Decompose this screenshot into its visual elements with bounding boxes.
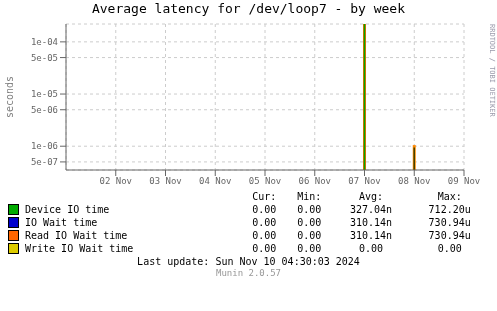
html-text:IO Wait time: IO Wait time (25, 216, 98, 228)
svg-text:02 Nov: 02 Nov (99, 176, 132, 186)
html-text:Write IO Wait time: Write IO Wait time (25, 242, 134, 254)
html-text:310.14n: 310.14n (350, 217, 393, 228)
html-text:RRDTOOL / TOBI OETIKER: RRDTOOL / TOBI OETIKER (488, 24, 496, 117)
html-text:327.04n: 327.04n (350, 204, 393, 215)
html-text:0.00: 0.00 (297, 217, 322, 228)
html-text:Min:: Min: (297, 191, 322, 202)
html-text:0.00: 0.00 (252, 204, 277, 215)
html-text:Average latency for /dev/loop7: Average latency for /dev/loop7 - by week (92, 1, 405, 16)
html-text:0.00: 0.00 (297, 230, 322, 241)
svg-text:09 Nov: 09 Nov (448, 176, 481, 186)
svg-text:03 Nov: 03 Nov (149, 176, 182, 186)
svg-text:04 Nov: 04 Nov (199, 176, 232, 186)
svg-text:5e-06: 5e-06 (31, 105, 58, 115)
svg-text:1e-04: 1e-04 (31, 37, 58, 47)
html-text:0.00: 0.00 (252, 243, 277, 254)
svg-text:5e-07: 5e-07 (31, 157, 58, 167)
html-text:Last update: Sun Nov 10 04:30:: Last update: Sun Nov 10 04:30:03 2024 (137, 256, 360, 267)
html-text:0.00: 0.00 (297, 204, 322, 215)
html-text:0.00: 0.00 (252, 230, 277, 241)
html-text:Avg:: Avg: (359, 191, 384, 202)
svg-text:08 Nov: 08 Nov (398, 176, 431, 186)
html-text:Max:: Max: (437, 191, 462, 202)
svg-text:5e-05: 5e-05 (31, 53, 58, 63)
html-text:Device IO time: Device IO time (25, 203, 110, 215)
html-text:730.94u: 730.94u (428, 230, 471, 241)
html-text:310.14n: 310.14n (350, 230, 393, 241)
html-text:Cur:: Cur: (252, 191, 277, 202)
svg-text:1e-05: 1e-05 (31, 89, 58, 99)
svg-text:06 Nov: 06 Nov (298, 176, 331, 186)
svg-text:05 Nov: 05 Nov (249, 176, 282, 186)
html-text:0.00: 0.00 (359, 243, 384, 254)
html-text:Munin 2.0.57: Munin 2.0.57 (216, 268, 281, 278)
html-text:0.00: 0.00 (297, 243, 322, 254)
html-text:730.94u: 730.94u (428, 217, 471, 228)
html-text:Read IO Wait time: Read IO Wait time (25, 229, 128, 241)
svg-text:seconds: seconds (8, 76, 15, 118)
svg-text:1e-06: 1e-06 (31, 141, 58, 151)
html-text:0.00: 0.00 (437, 243, 462, 254)
html-text:712.20u: 712.20u (428, 204, 471, 215)
html-text:0.00: 0.00 (252, 217, 277, 228)
svg-text:07 Nov: 07 Nov (348, 176, 381, 186)
